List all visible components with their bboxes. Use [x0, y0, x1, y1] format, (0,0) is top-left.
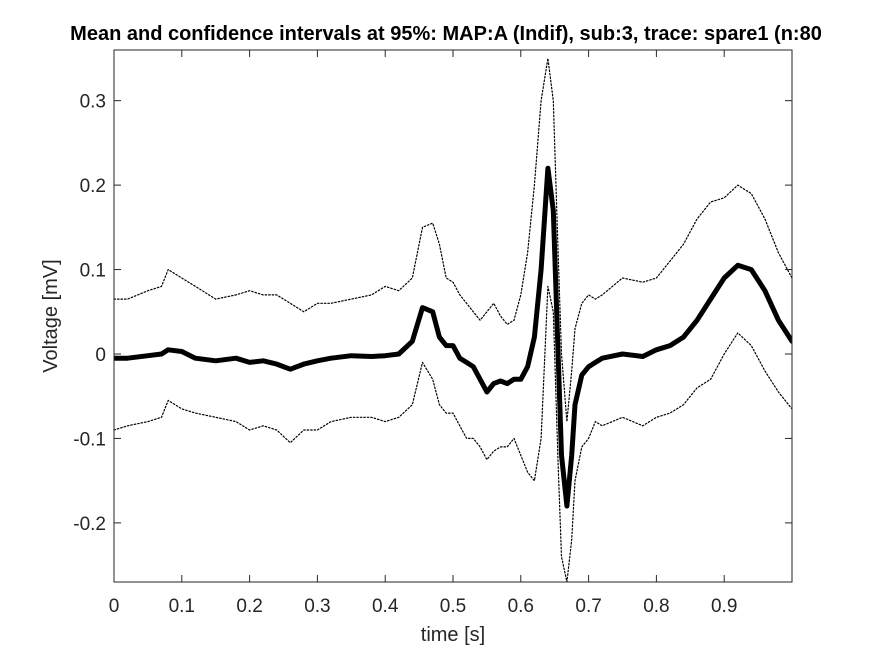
x-axis-label: time [s]	[421, 624, 485, 646]
y-axis-label: Voltage [mV]	[40, 259, 62, 372]
x-tick-label: 0.4	[372, 596, 399, 617]
chart-title: Mean and confidence intervals at 95%: MA…	[70, 23, 822, 45]
lower-ci-line	[114, 285, 792, 582]
y-tick-label: 0.2	[80, 176, 106, 197]
y-tick-label: -0.1	[73, 429, 106, 450]
x-tick-label: 0.6	[508, 596, 534, 617]
x-tick-label: 0.3	[304, 596, 330, 617]
y-tick-label: -0.2	[73, 514, 106, 535]
x-axis: 0 0.1 0.2 0.3 0.4 0.5 0.6 0.7 0.8 0.9	[109, 50, 737, 617]
x-tick-label: 0	[109, 596, 120, 617]
y-tick-label: 0	[95, 345, 106, 366]
series-group	[114, 57, 792, 582]
y-tick-label: 0.1	[80, 261, 106, 282]
x-tick-label: 0.5	[440, 596, 466, 617]
y-axis: -0.2 -0.1 0 0.1 0.2 0.3	[73, 92, 792, 535]
mean-line	[114, 165, 792, 509]
x-tick-label: 0.1	[169, 596, 195, 617]
y-tick-label: 0.3	[80, 92, 106, 113]
x-tick-label: 0.2	[236, 596, 262, 617]
x-tick-label: 0.7	[575, 596, 601, 617]
x-tick-label: 0.8	[643, 596, 669, 617]
x-tick-label: 0.9	[711, 596, 737, 617]
